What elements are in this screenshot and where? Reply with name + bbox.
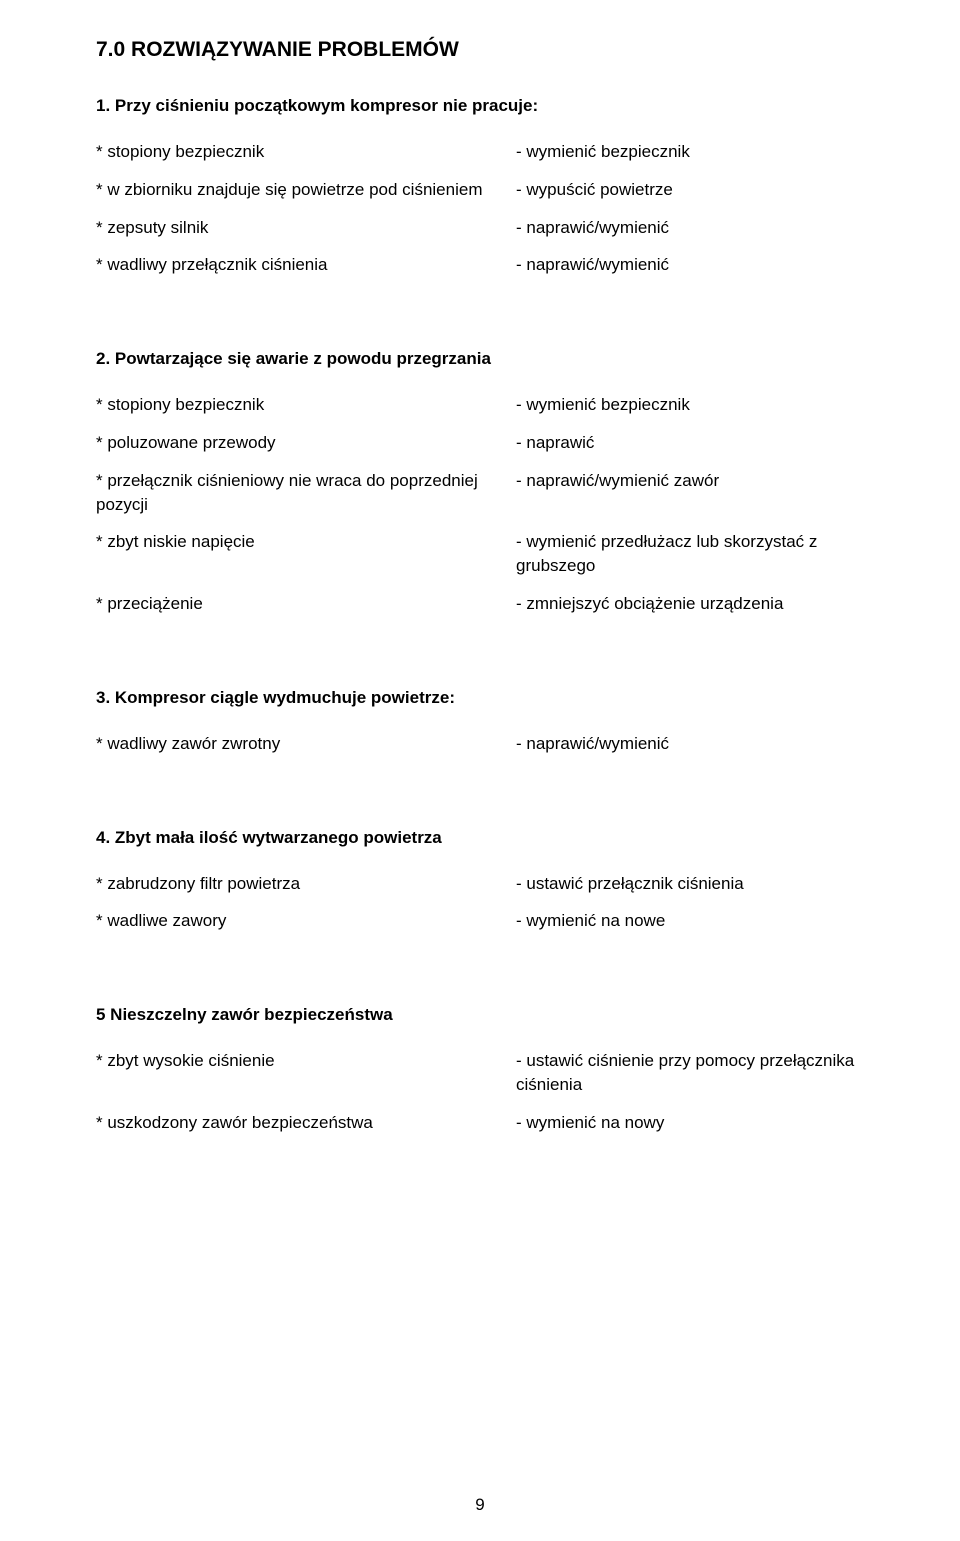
fix-text: - wymienić bezpiecznik	[516, 393, 864, 417]
fix-text: - naprawić	[516, 431, 864, 455]
document-page: 7.0 ROZWIĄZYWANIE PROBLEMÓW 1. Przy ciśn…	[0, 0, 960, 1541]
fix-text: - naprawić/wymienić	[516, 216, 864, 240]
trouble-row: * wadliwy przełącznik ciśnienia - napraw…	[96, 253, 864, 277]
trouble-row: * zepsuty silnik - naprawić/wymienić	[96, 216, 864, 240]
cause-text: * stopiony bezpiecznik	[96, 393, 516, 417]
trouble-row: * zabrudzony filtr powietrza - ustawić p…	[96, 872, 864, 896]
fix-text: - ustawić ciśnienie przy pomocy przełącz…	[516, 1049, 864, 1097]
section-heading: 5 Nieszczelny zawór bezpieczeństwa	[96, 1005, 864, 1025]
cause-text: * poluzowane przewody	[96, 431, 516, 455]
fix-text: - wymienić przedłużacz lub skorzystać z …	[516, 530, 864, 578]
cause-text: * uszkodzony zawór bezpieczeństwa	[96, 1111, 516, 1135]
cause-text: * zepsuty silnik	[96, 216, 516, 240]
trouble-row: * wadliwe zawory - wymienić na nowe	[96, 909, 864, 933]
cause-text: * zabrudzony filtr powietrza	[96, 872, 516, 896]
cause-text: * stopiony bezpiecznik	[96, 140, 516, 164]
fix-text: - wymienić bezpiecznik	[516, 140, 864, 164]
fix-text: - naprawić/wymienić	[516, 253, 864, 277]
trouble-row: * zbyt niskie napięcie - wymienić przedł…	[96, 530, 864, 578]
trouble-row: * przełącznik ciśnieniowy nie wraca do p…	[96, 469, 864, 517]
fix-text: - ustawić przełącznik ciśnienia	[516, 872, 864, 896]
cause-text: * przełącznik ciśnieniowy nie wraca do p…	[96, 469, 516, 517]
page-title: 7.0 ROZWIĄZYWANIE PROBLEMÓW	[96, 38, 864, 62]
trouble-row: * stopiony bezpiecznik - wymienić bezpie…	[96, 393, 864, 417]
trouble-row: * poluzowane przewody - naprawić	[96, 431, 864, 455]
fix-text: - naprawić/wymienić zawór	[516, 469, 864, 493]
cause-text: * w zbiorniku znajduje się powietrze pod…	[96, 178, 516, 202]
fix-text: - wymienić na nowe	[516, 909, 864, 933]
section-heading: 1. Przy ciśnieniu początkowym kompresor …	[96, 96, 864, 116]
cause-text: * wadliwy przełącznik ciśnienia	[96, 253, 516, 277]
fix-text: - wymienić na nowy	[516, 1111, 864, 1135]
cause-text: * wadliwe zawory	[96, 909, 516, 933]
trouble-row: * w zbiorniku znajduje się powietrze pod…	[96, 178, 864, 202]
section-heading: 3. Kompresor ciągle wydmuchuje powietrze…	[96, 688, 864, 708]
cause-text: * wadliwy zawór zwrotny	[96, 732, 516, 756]
trouble-row: * wadliwy zawór zwrotny - naprawić/wymie…	[96, 732, 864, 756]
fix-text: - zmniejszyć obciążenie urządzenia	[516, 592, 864, 616]
trouble-row: * przeciążenie - zmniejszyć obciążenie u…	[96, 592, 864, 616]
page-number: 9	[0, 1495, 960, 1515]
fix-text: - naprawić/wymienić	[516, 732, 864, 756]
trouble-row: * uszkodzony zawór bezpieczeństwa - wymi…	[96, 1111, 864, 1135]
cause-text: * przeciążenie	[96, 592, 516, 616]
section-heading: 2. Powtarzające się awarie z powodu prze…	[96, 349, 864, 369]
trouble-row: * zbyt wysokie ciśnienie - ustawić ciśni…	[96, 1049, 864, 1097]
trouble-row: * stopiony bezpiecznik - wymienić bezpie…	[96, 140, 864, 164]
cause-text: * zbyt wysokie ciśnienie	[96, 1049, 516, 1073]
fix-text: - wypuścić powietrze	[516, 178, 864, 202]
cause-text: * zbyt niskie napięcie	[96, 530, 516, 554]
section-heading: 4. Zbyt mała ilość wytwarzanego powietrz…	[96, 828, 864, 848]
